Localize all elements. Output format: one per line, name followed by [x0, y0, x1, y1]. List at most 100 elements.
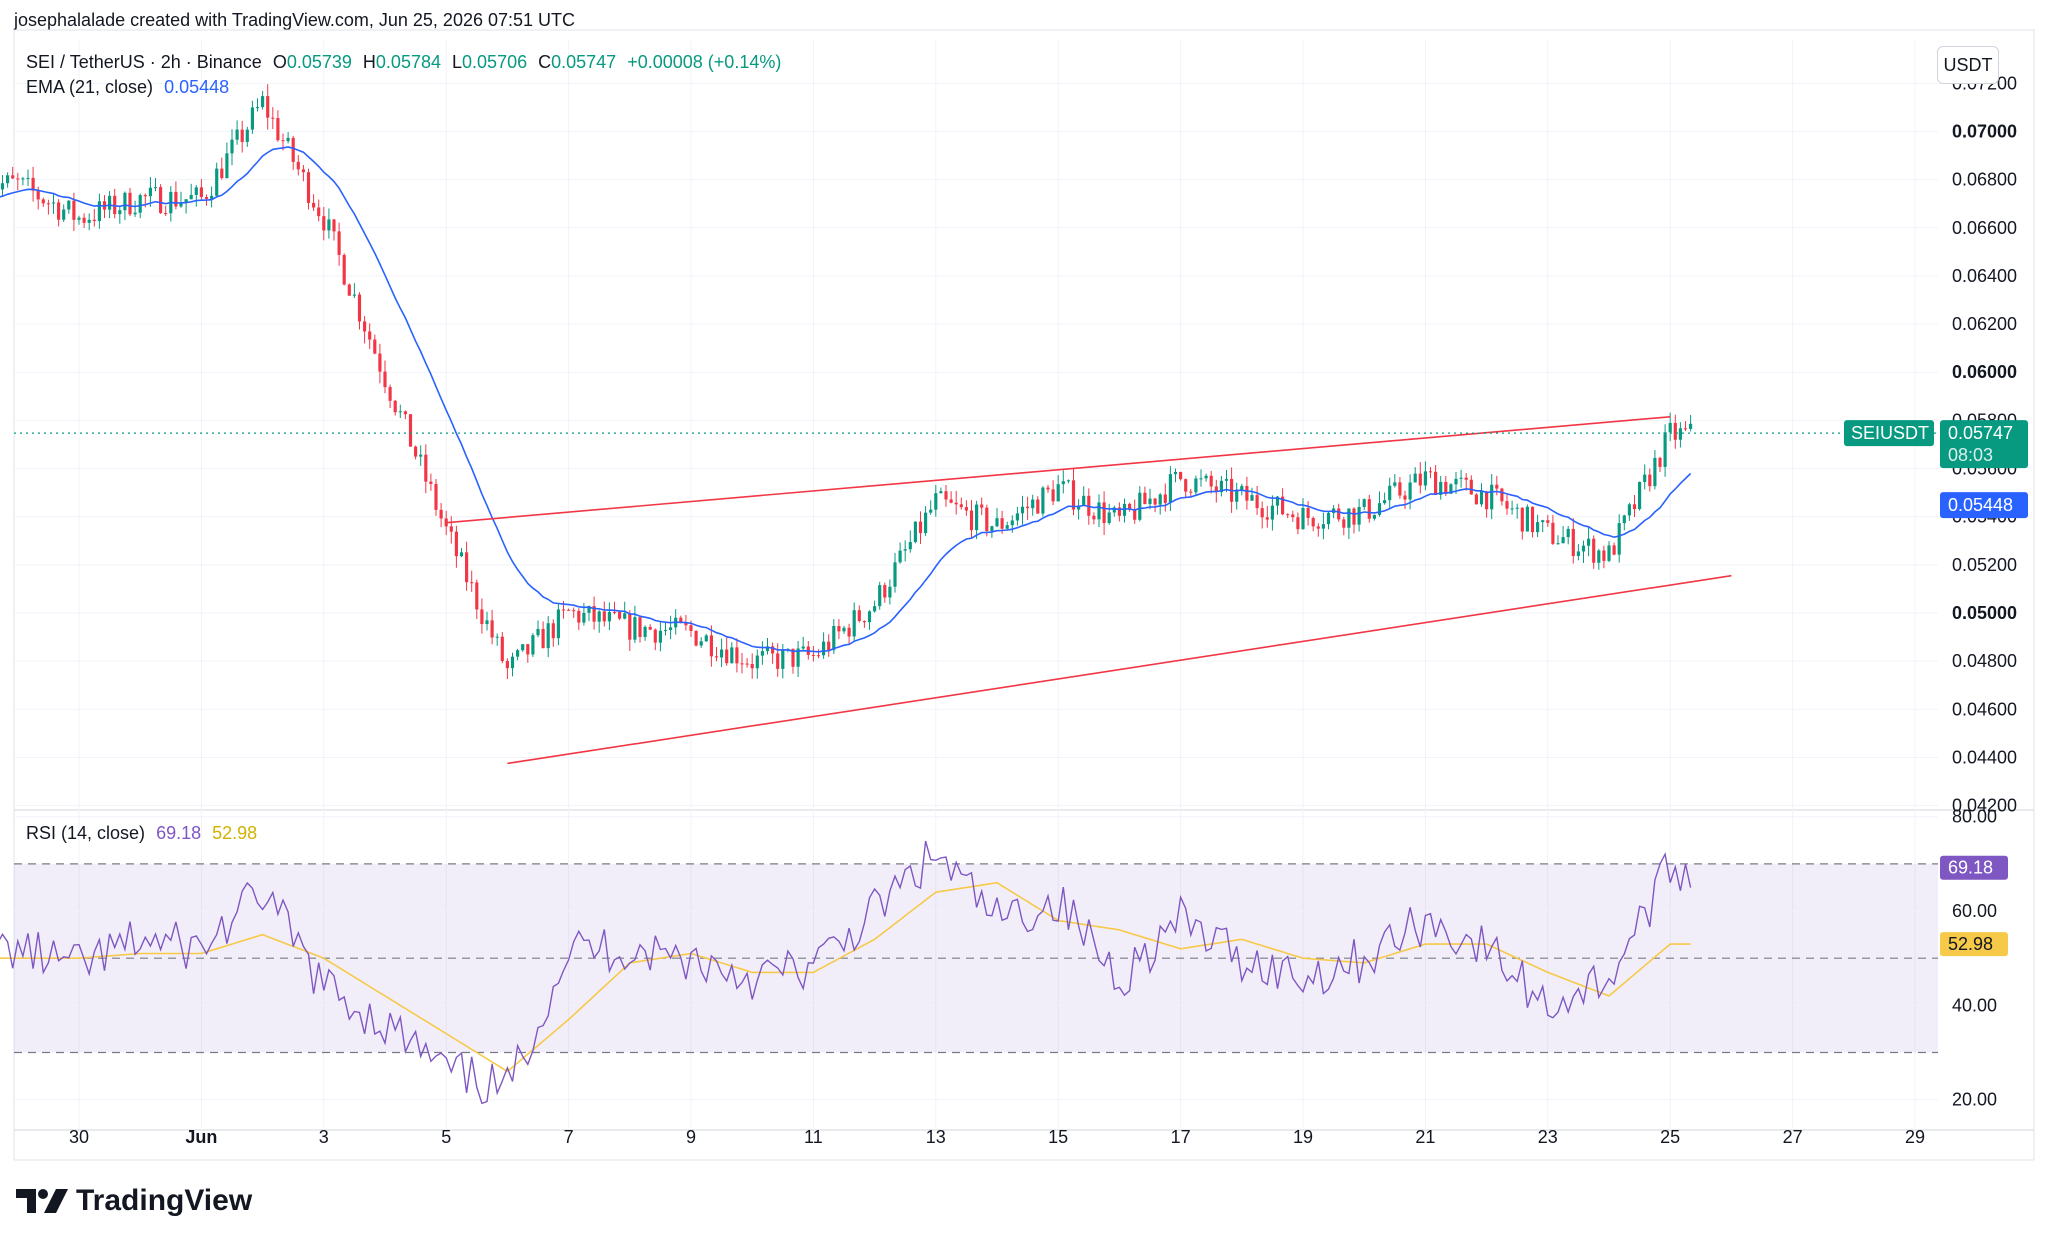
candle-body — [1168, 474, 1172, 503]
candle-body — [1148, 498, 1152, 505]
candle-body — [526, 644, 530, 655]
candle-body — [1051, 489, 1055, 502]
date-tick-label: 11 — [804, 1127, 823, 1147]
candle-body — [1082, 495, 1086, 506]
candle-body — [709, 635, 713, 657]
candle-body — [934, 493, 938, 510]
rsi-legend[interactable]: RSI (14, close) 69.18 52.98 — [26, 823, 263, 844]
candle-body — [301, 169, 305, 173]
candle-body — [1388, 485, 1392, 501]
ema-label: EMA (21, close) — [26, 77, 154, 97]
candle-body — [1153, 498, 1157, 505]
candle-body — [255, 107, 260, 109]
rsi-tick-label: 80.00 — [1952, 807, 1997, 827]
candle-body — [1372, 514, 1376, 519]
currency-button[interactable]: USDT — [1937, 46, 1999, 84]
candle-body — [755, 655, 759, 669]
candle-body — [92, 219, 96, 222]
candle-body — [1510, 508, 1514, 510]
candle-body — [1418, 473, 1422, 486]
candle-body — [1097, 502, 1101, 520]
candle-body — [1245, 486, 1249, 501]
candle-body — [720, 649, 724, 658]
candle-body — [500, 636, 504, 662]
candle-body — [113, 195, 117, 215]
candle-body — [128, 192, 132, 215]
candle-body — [1627, 504, 1631, 516]
candle-body — [663, 629, 668, 631]
candle-body — [266, 96, 270, 118]
rsi-ma-tag — [1940, 932, 2008, 957]
candle-body — [153, 187, 158, 189]
candle-body — [1296, 517, 1300, 530]
candle-body — [454, 531, 458, 557]
candle-body — [893, 562, 897, 587]
candle-body — [67, 200, 71, 210]
candle-body — [1010, 520, 1014, 526]
candle-body — [1587, 538, 1591, 546]
candle-body — [235, 129, 239, 140]
candle-body — [434, 483, 438, 510]
candle-body — [618, 612, 622, 619]
candle-body — [1546, 520, 1550, 523]
candle-body — [449, 526, 453, 532]
candle-body — [822, 641, 826, 656]
last-price-tag — [1940, 420, 2028, 469]
candle-body — [159, 187, 163, 214]
date-tick-label: 17 — [1171, 1127, 1191, 1147]
candle-body — [862, 621, 866, 623]
candle-body — [424, 454, 428, 482]
candle-body — [1066, 480, 1070, 482]
candle-body — [669, 627, 673, 630]
candle-body — [1643, 474, 1647, 482]
candle-body — [924, 512, 928, 534]
close-label: C — [538, 52, 552, 72]
candle-body — [11, 175, 15, 179]
date-tick-label: 5 — [441, 1127, 451, 1147]
candle-body — [291, 137, 295, 162]
candle-body — [572, 610, 576, 612]
date-tick-label: 9 — [686, 1127, 696, 1147]
candle-body — [1005, 525, 1009, 529]
candle-body — [612, 612, 617, 614]
candle-body — [1464, 477, 1468, 480]
candle-body — [414, 446, 418, 457]
candle-body — [1434, 471, 1438, 496]
candle-body — [271, 117, 275, 119]
candle-body — [567, 609, 571, 611]
rsi-value: 69.18 — [156, 823, 202, 843]
candle-body — [459, 552, 464, 557]
rsi-line — [0, 840, 1692, 1105]
candle-body — [694, 630, 698, 646]
candle-body — [1520, 507, 1524, 532]
date-tick-label: 13 — [926, 1127, 946, 1147]
candle-body — [740, 663, 744, 665]
candle-body — [1219, 480, 1223, 493]
candle-body — [1490, 484, 1494, 510]
candle-body — [857, 610, 861, 622]
bar-countdown: 08:03 — [1948, 445, 1993, 465]
candle-body — [1117, 507, 1121, 516]
candle-body — [1337, 508, 1341, 520]
candle-body — [1551, 522, 1555, 544]
tradingview-brand: TradingView — [76, 1184, 253, 1217]
candle-body — [944, 491, 948, 500]
date-tick-label: 30 — [69, 1127, 89, 1147]
candle-body — [1138, 492, 1142, 520]
candle-body — [490, 620, 494, 638]
candle-body — [148, 187, 152, 197]
candle-body — [337, 231, 341, 255]
candle-body — [1530, 506, 1535, 533]
candle-body — [57, 202, 61, 220]
tradingview-logo[interactable]: TradingView — [16, 1184, 252, 1218]
candle-body — [1541, 520, 1545, 523]
symbol-label[interactable]: SEI / TetherUS · 2h · Binance — [26, 52, 262, 72]
candle-body — [21, 178, 25, 180]
ema-legend[interactable]: EMA (21, close) 0.05448 — [26, 77, 235, 98]
candle-body — [123, 192, 127, 211]
candle-body — [551, 623, 555, 639]
candle-body — [357, 294, 362, 322]
candle-body — [1515, 507, 1519, 509]
candle-body — [653, 629, 657, 643]
